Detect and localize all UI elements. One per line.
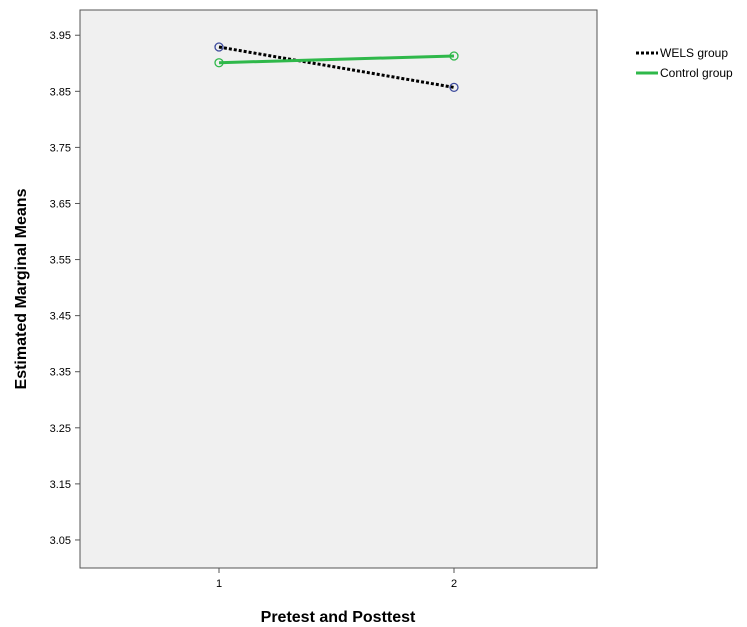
x-tick-label: 2 xyxy=(451,578,457,590)
y-tick-label: 3.85 xyxy=(50,86,71,98)
plot-area xyxy=(79,9,598,569)
data-point-wels-group xyxy=(449,82,459,93)
y-tick-label: 3.25 xyxy=(50,423,71,435)
y-tick-label: 3.05 xyxy=(50,535,71,547)
series-layer xyxy=(214,42,459,93)
y-tick-label: 3.35 xyxy=(50,367,71,379)
y-axis: 3.05 3.15 3.25 3.35 3.45 3.55 3.65 3.75 3.85 3.95 xyxy=(50,30,80,547)
x-axis-title: Pretest and Posttest xyxy=(261,609,416,626)
y-tick-label: 3.55 xyxy=(50,255,71,267)
y-tick-label: 3.95 xyxy=(50,30,71,42)
legend: WELS group Control group xyxy=(636,46,733,80)
plot-background xyxy=(79,9,598,569)
legend-label-control-group: Control group xyxy=(660,66,733,80)
y-tick-label: 3.65 xyxy=(50,198,71,210)
y-axis-title: Estimated Marginal Means xyxy=(13,188,30,389)
data-point-wels-group xyxy=(214,42,224,52)
y-tick-label: 3.15 xyxy=(50,479,71,491)
y-tick-label: 3.45 xyxy=(50,311,71,323)
data-point-control-group xyxy=(449,51,459,61)
data-point-control-group xyxy=(214,58,224,68)
legend-label-wels-group: WELS group xyxy=(660,46,728,60)
x-tick-label: 1 xyxy=(216,578,222,590)
y-tick-label: 3.75 xyxy=(50,142,71,154)
series-line-control-group xyxy=(218,54,455,65)
